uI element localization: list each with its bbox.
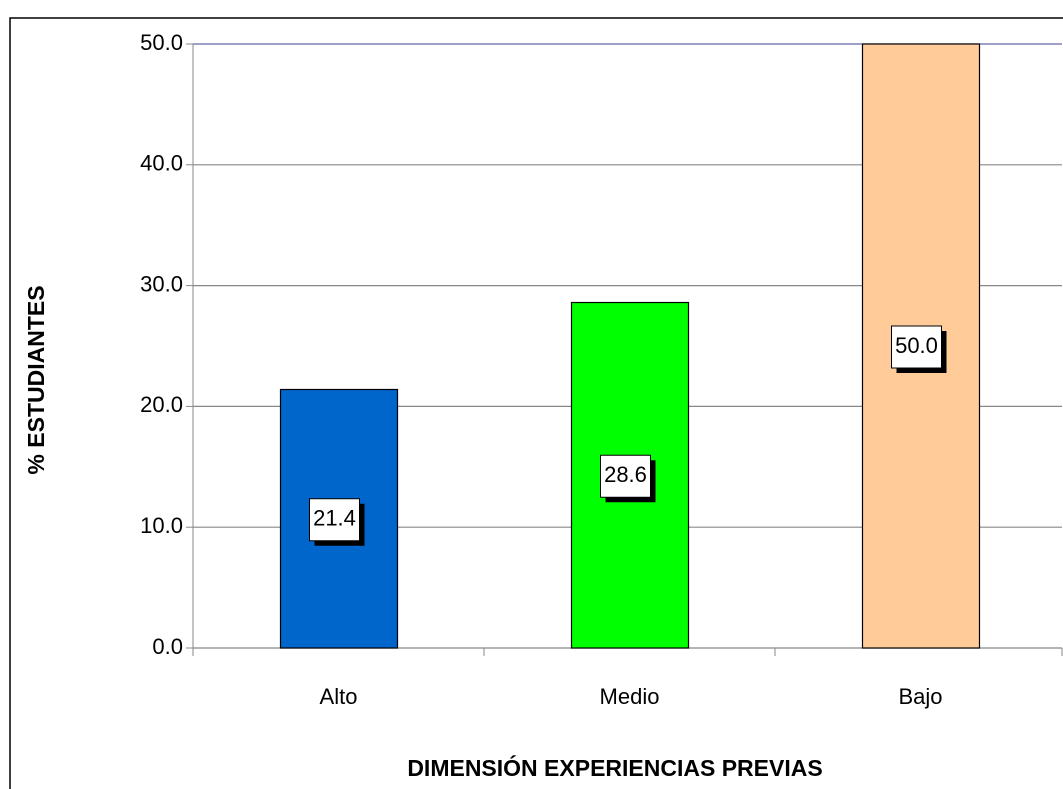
- value-label-box: [891, 325, 942, 369]
- x-axis-title: DIMENSIÓN EXPERIENCIAS PREVIAS: [407, 754, 822, 781]
- value-label-box: [600, 454, 651, 498]
- y-tick-label: 40.0: [140, 151, 183, 176]
- value-label: 21.4: [313, 506, 356, 531]
- value-label: 50.0: [895, 333, 938, 358]
- x-tick-label: Alto: [320, 684, 358, 709]
- x-tick-label: Medio: [600, 684, 660, 709]
- y-tick-label: 0.0: [152, 634, 183, 659]
- y-tick-label: 30.0: [140, 271, 183, 296]
- y-axis-title: % ESTUDIANTES: [23, 285, 49, 474]
- y-tick-label: 20.0: [140, 392, 183, 417]
- y-tick-label: 50.0: [140, 30, 183, 55]
- x-tick-label: Bajo: [898, 684, 942, 709]
- value-label-box: [309, 498, 360, 542]
- value-label: 28.6: [604, 462, 647, 487]
- y-tick-label: 10.0: [140, 513, 183, 538]
